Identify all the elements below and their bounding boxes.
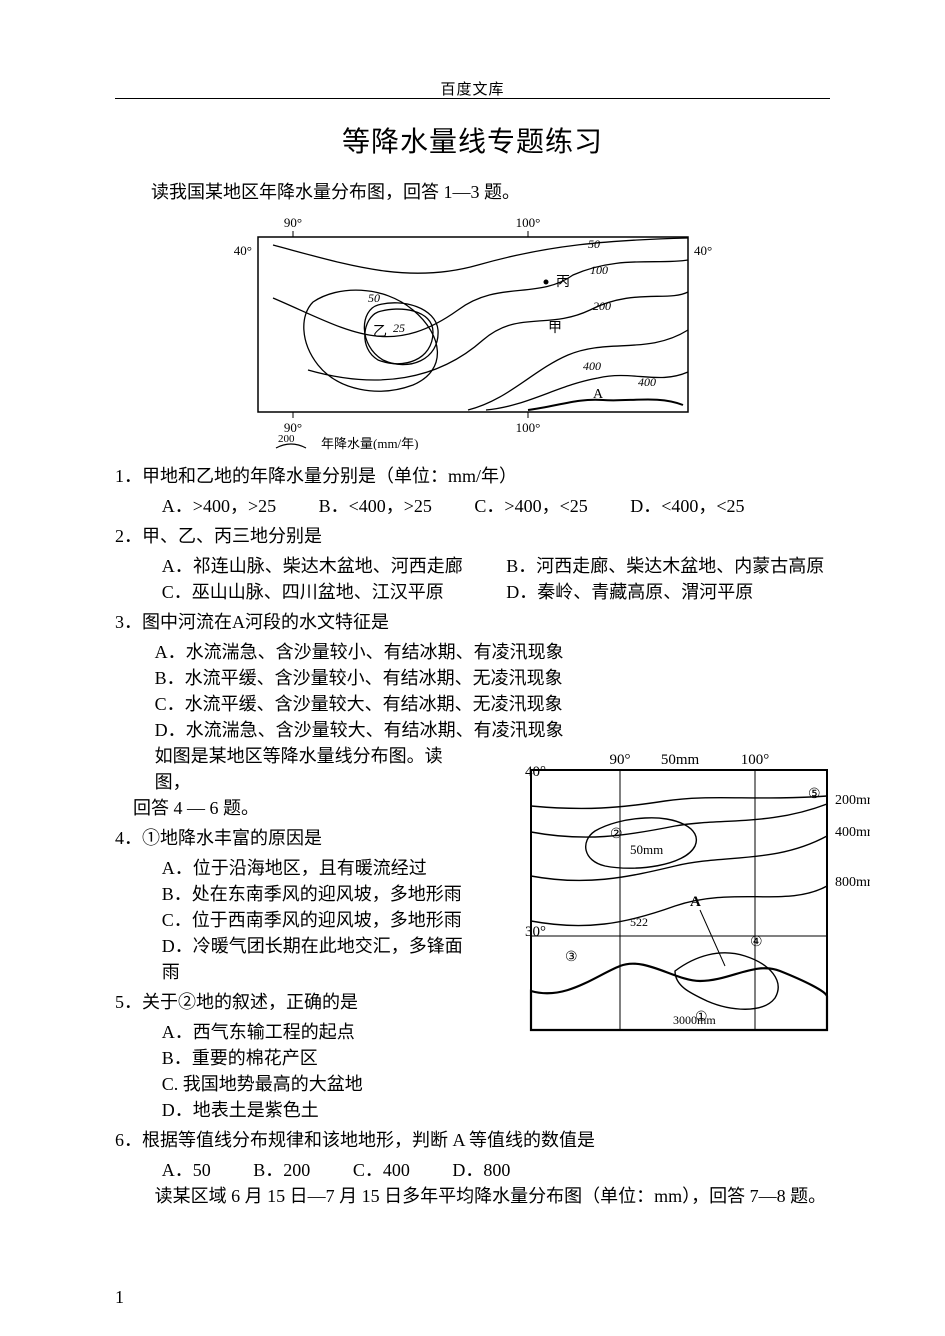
q5-opt-d: D．地表土是紫色土 (115, 1096, 475, 1122)
q4-opt-c: C．位于西南季风的迎风坡，多地形雨 (115, 906, 475, 932)
q4-opt-d: D．冷暖气团长期在此地交汇，多锋面雨 (115, 932, 475, 984)
svg-text:400mm: 400mm (835, 825, 870, 840)
svg-text:50: 50 (588, 237, 600, 251)
svg-text:④: ④ (750, 935, 763, 950)
svg-text:40°: 40° (233, 243, 251, 258)
svg-text:40°: 40° (694, 243, 712, 258)
svg-text:25: 25 (393, 321, 405, 335)
svg-text:400: 400 (583, 359, 601, 373)
q3-opt-d: D．水流湍急、含沙量较大、有结冰期、有凌汛现象 (115, 716, 830, 742)
q5-opt-b: B．重要的棉花产区 (115, 1044, 475, 1070)
q6-opt-d: D．800 (452, 1160, 510, 1180)
header-site-label: 百度文库 (0, 78, 945, 99)
svg-text:100: 100 (590, 263, 608, 277)
svg-text:A: A (690, 894, 701, 910)
q2-opt-a: A．祁连山脉、柴达木盆地、河西走廊 (162, 552, 502, 578)
q6-opt-a: A．50 (162, 1160, 211, 1180)
q2-stem: 2．甲、乙、丙三地分别是 (115, 522, 830, 548)
page-number: 1 (0, 1287, 945, 1308)
q1-options: A．>400，>25 B．<400，>25 C．>400，<25 D．<400，… (115, 492, 830, 518)
q1-opt-c: C．>400，<25 (474, 496, 587, 516)
q6-opt-b: B．200 (253, 1160, 310, 1180)
svg-text:②: ② (610, 827, 623, 842)
intro-4-6-b: 回答 4 — 6 题。 (115, 794, 475, 820)
svg-text:200mm: 200mm (835, 793, 870, 808)
intro-7-8: 读某区域 6 月 15 日—7 月 15 日多年平均降水量分布图（单位：mm），… (115, 1182, 830, 1208)
svg-text:90°: 90° (283, 215, 301, 230)
q1-opt-d: D．<400，<25 (630, 496, 744, 516)
svg-text:年降水量(mm/年): 年降水量(mm/年) (321, 436, 419, 450)
svg-text:③: ③ (565, 950, 578, 965)
svg-text:30°: 30° (525, 924, 546, 940)
q3-opt-c: C．水流平缓、含沙量较大、有结冰期、无凌汛现象 (115, 690, 830, 716)
q2-opt-c: C．巫山山脉、四川盆地、江汉平原 (162, 578, 502, 604)
q5-opt-a: A．西气东输工程的起点 (115, 1018, 475, 1044)
q1-stem: 1．甲地和乙地的年降水量分别是（单位：mm/年） (115, 462, 830, 488)
intro-4-6-a: 如图是某地区等降水量线分布图。读图， (115, 742, 475, 794)
svg-text:800mm: 800mm (835, 875, 870, 890)
q3-opt-a: A．水流湍急、含沙量较小、有结冰期、有凌汛现象 (115, 638, 830, 664)
svg-text:40°: 40° (525, 764, 546, 780)
svg-text:50: 50 (368, 291, 380, 305)
q1-opt-b: B．<400，>25 (319, 496, 432, 516)
q6-options: A．50 B．200 C．400 D．800 (115, 1156, 830, 1182)
svg-text:⑤: ⑤ (808, 787, 821, 802)
svg-text:200: 200 (278, 433, 295, 445)
q2-opt-d: D．秦岭、青藏高原、渭河平原 (506, 578, 753, 604)
q4-stem: 4．①地降水丰富的原因是 (115, 824, 475, 850)
svg-text:甲: 甲 (548, 321, 562, 336)
svg-text:100°: 100° (515, 420, 540, 435)
svg-text:400: 400 (638, 375, 656, 389)
q6-stem: 6．根据等值线分布规律和该地地形，判断 A 等值线的数值是 (115, 1126, 830, 1152)
figure-2-precip-map: 90° 50mm 100° 40° 30° 200mm 400mm 800mm 50mm A ② ⑤ ③… (525, 746, 870, 1036)
q3-opt-b: B．水流平缓、含沙量较小、有结冰期、无凌汛现象 (115, 664, 830, 690)
header-rule (115, 98, 830, 99)
q5-opt-c: C. 我国地势最高的大盆地 (115, 1070, 475, 1096)
svg-text:丙: 丙 (556, 275, 570, 290)
svg-text:100°: 100° (741, 752, 770, 768)
svg-text:522: 522 (630, 915, 648, 929)
q6-opt-c: C．400 (353, 1160, 410, 1180)
q4-opt-b: B．处在东南季风的迎风坡，多地形雨 (115, 880, 475, 906)
q2-opt-b: B．河西走廊、柴达木盆地、内蒙古高原 (506, 552, 824, 578)
q4-opt-a: A．位于沿海地区，且有暖流经过 (115, 854, 475, 880)
q5-stem: 5．关于②地的叙述，正确的是 (115, 988, 475, 1014)
intro-1-3: 读我国某地区年降水量分布图，回答 1—3 题。 (115, 178, 830, 204)
svg-text:90°: 90° (610, 752, 631, 768)
q1-opt-a: A．>400，>25 (162, 496, 276, 516)
figure-1-precip-map: 90°100°40°40°501002004004005025乙甲丙A90°10… (228, 210, 718, 450)
q3-stem: 3．图中河流在A河段的水文特征是 (115, 608, 830, 634)
svg-text:3000mm: 3000mm (673, 1013, 716, 1027)
svg-text:50mm: 50mm (661, 752, 700, 768)
svg-text:A: A (593, 387, 604, 402)
page-title: 等降水量线专题练习 (115, 120, 830, 160)
svg-text:50mm: 50mm (630, 842, 663, 857)
svg-text:乙: 乙 (373, 324, 387, 340)
svg-text:200: 200 (593, 299, 611, 313)
svg-text:100°: 100° (515, 215, 540, 230)
